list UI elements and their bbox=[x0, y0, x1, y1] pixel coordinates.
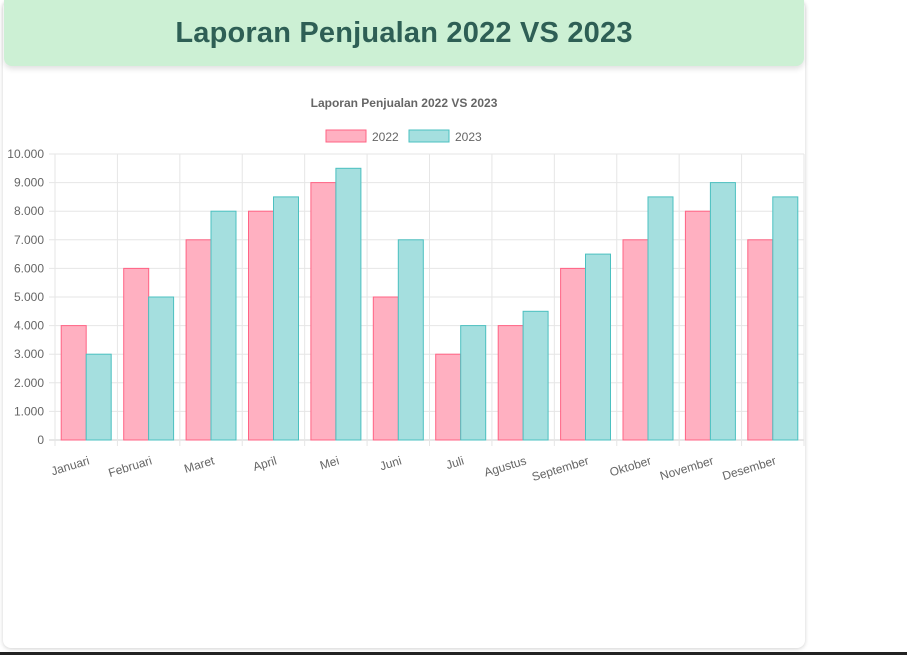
bar-2022-desember bbox=[747, 239, 774, 441]
bar-2022-april bbox=[248, 210, 274, 441]
bar-2022-november bbox=[684, 210, 711, 441]
chart-title: Laporan Penjualan 2022 VS 2023 bbox=[311, 96, 498, 110]
x-tick-label: Maret bbox=[182, 453, 216, 476]
y-tick-label: 3.000 bbox=[14, 347, 44, 361]
y-tick-label: 2.000 bbox=[14, 376, 44, 390]
y-tick-label: 4.000 bbox=[14, 319, 44, 333]
bar-2023-maret bbox=[210, 210, 237, 441]
y-tick-label: 1.000 bbox=[14, 404, 44, 418]
x-tick-label: April bbox=[251, 453, 278, 473]
legend-label-2022: 2022 bbox=[372, 130, 399, 144]
y-tick-label: 5.000 bbox=[14, 290, 44, 304]
bar-2022-juli bbox=[435, 353, 462, 441]
y-tick-label: 9.000 bbox=[14, 176, 44, 190]
x-tick-label: November bbox=[658, 453, 715, 483]
bar-2022-oktober bbox=[622, 239, 649, 441]
bar-2023-desember bbox=[772, 196, 799, 441]
bar-2022-februari bbox=[123, 267, 150, 441]
bar-2023-juli bbox=[460, 325, 487, 441]
x-tick-label: Februari bbox=[107, 453, 154, 479]
bar-2022-maret bbox=[185, 239, 212, 441]
x-tick-label: Juni bbox=[378, 453, 403, 473]
bar-2023-februari bbox=[148, 296, 175, 441]
bar-2022-agustus bbox=[497, 325, 524, 441]
x-tick-label: Mei bbox=[318, 453, 341, 472]
bar-2022-juni bbox=[372, 296, 399, 441]
x-tick-label: Agustus bbox=[482, 453, 528, 479]
y-tick-label: 10.000 bbox=[7, 147, 44, 161]
bar-2023-april bbox=[273, 196, 299, 441]
y-tick-label: 7.000 bbox=[14, 233, 44, 247]
y-tick-label: 0 bbox=[37, 433, 44, 447]
bar-2022-mei bbox=[310, 182, 337, 441]
bar-2023-oktober bbox=[647, 196, 674, 441]
x-tick-label: Juli bbox=[444, 453, 465, 472]
y-tick-label: 8.000 bbox=[14, 204, 44, 218]
bar-2023-agustus bbox=[522, 310, 549, 441]
legend-label-2023: 2023 bbox=[455, 130, 482, 144]
x-tick-label: Oktober bbox=[608, 453, 653, 479]
bar-2022-september bbox=[560, 267, 587, 441]
page-title: Laporan Penjualan 2022 VS 2023 bbox=[175, 16, 633, 49]
x-tick-label: Januari bbox=[49, 453, 91, 478]
x-tick-label: Desember bbox=[721, 453, 778, 483]
bar-2023-mei bbox=[335, 167, 362, 441]
bar-2023-november bbox=[709, 182, 736, 441]
bar-2023-september bbox=[585, 253, 611, 441]
legend-swatch-2023 bbox=[408, 129, 450, 143]
page-header: Laporan Penjualan 2022 VS 2023 bbox=[4, 0, 804, 66]
bar-2023-januari bbox=[85, 353, 112, 441]
bar-2022-januari bbox=[60, 325, 87, 441]
legend-swatch-2022 bbox=[325, 129, 367, 143]
x-tick-label: September bbox=[530, 453, 590, 484]
window-bottom-edge bbox=[0, 652, 907, 655]
y-tick-label: 6.000 bbox=[14, 261, 44, 275]
bar-2023-juni bbox=[397, 239, 424, 441]
